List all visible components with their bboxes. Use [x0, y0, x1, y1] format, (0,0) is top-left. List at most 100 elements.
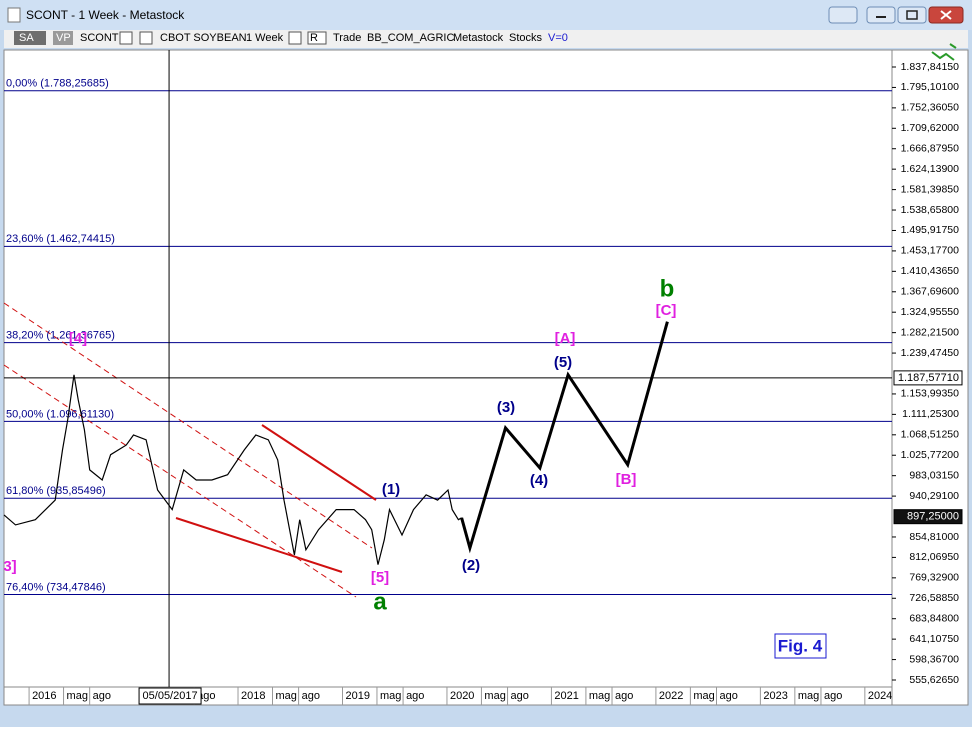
y-tick-label: 1.453,17700 — [901, 245, 960, 257]
y-tick-label: 726,58850 — [909, 592, 959, 604]
y-tick-label: 1.624,13900 — [901, 163, 960, 175]
fib-label: 38,20% (1.261,36765) — [6, 330, 115, 342]
x-tick-label: mag — [275, 690, 296, 702]
y-tick-label: 1.111,25300 — [902, 408, 959, 420]
dropdown[interactable] — [139, 31, 153, 45]
x-tick-label: ago — [615, 690, 633, 702]
fib-label: 61,80% (935,85496) — [6, 485, 106, 497]
toolbar-item: VP — [56, 32, 71, 44]
x-tick-label: 2021 — [554, 690, 578, 702]
sa-button[interactable] — [14, 31, 46, 45]
x-tick-label: 2016 — [32, 690, 56, 702]
x-tick-label: 2019 — [345, 690, 369, 702]
y-tick-label: 1.581,39850 — [901, 183, 960, 195]
window-title: SCONT - 1 Week - Metastock — [26, 8, 185, 22]
y-tick-label: 1.752,36050 — [901, 102, 960, 114]
x-tick-label: ago — [406, 690, 424, 702]
y-tick-label: 1.282,21500 — [901, 326, 960, 338]
dropdown[interactable] — [119, 31, 133, 45]
wave-projection — [460, 321, 669, 554]
y-tick-label: 1.495,91750 — [901, 224, 960, 236]
y-tick-label: 940,29100 — [909, 490, 959, 502]
wave-label: [A] — [555, 330, 576, 347]
x-tick-label: mag — [67, 690, 88, 702]
chart-icon — [931, 43, 957, 61]
x-tick-label: 2024 — [868, 690, 892, 702]
cursor-date: 05/05/2017 — [143, 690, 198, 702]
fib-label: 23,60% (1.462,74415) — [6, 233, 115, 245]
y-tick-label: 983,03150 — [909, 469, 959, 481]
x-tick-label: mag — [693, 690, 714, 702]
wave-label: (3) — [497, 399, 515, 416]
title-bar — [0, 0, 972, 30]
wave-label: 3] — [3, 558, 16, 575]
wave-label: (2) — [462, 557, 480, 574]
x-tick-label: mag — [589, 690, 610, 702]
y-tick-label: 1.837,84150 — [901, 61, 960, 73]
y-tick-label: 1.153,99350 — [901, 388, 960, 400]
y-tick-label: 555,62650 — [909, 674, 959, 686]
toolbar-item: Metastock — [453, 32, 504, 44]
cursor-date-box — [138, 687, 202, 705]
x-tick-label: mag — [380, 690, 401, 702]
plot-area — [3, 49, 893, 688]
wave-label: [5] — [371, 569, 389, 586]
wave-label: [B] — [616, 471, 637, 488]
maximize-button[interactable] — [897, 6, 927, 24]
restore-button[interactable] — [828, 6, 858, 24]
trendline — [261, 424, 377, 501]
x-tick-label: ago — [302, 690, 320, 702]
toolbar-item: SA — [19, 32, 34, 44]
y-tick-label: 1.324,95550 — [901, 306, 960, 318]
minimize-button[interactable] — [866, 6, 896, 24]
annotation: Fig. 4 — [778, 636, 823, 655]
y-tick-label: 683,84800 — [909, 612, 959, 624]
y-tick-label: 641,10750 — [909, 633, 959, 645]
toolbar-item: V=0 — [548, 32, 568, 44]
y-tick-label: 1.709,62000 — [901, 122, 960, 134]
wave-label: b — [660, 275, 675, 302]
price-marker — [893, 370, 963, 386]
x-tick-label: 2023 — [763, 690, 787, 702]
x-tick-label: mag — [484, 690, 505, 702]
y-tick-label: 1.367,69600 — [901, 286, 960, 298]
fib-label: 0,00% (1.788,25685) — [6, 78, 109, 90]
y-tick-label: 769,32900 — [909, 572, 959, 584]
toolbar-item: Trade — [333, 32, 361, 44]
x-tick-label: ago — [824, 690, 842, 702]
y-tick-label: 1.410,43650 — [901, 265, 960, 277]
close-glyph — [940, 10, 952, 20]
x-tick-label: ago — [93, 690, 111, 702]
wave-label: (1) — [382, 481, 400, 498]
toolbar — [4, 30, 968, 48]
r-dropdown[interactable] — [307, 31, 327, 45]
price-marker-label: 897,25000 — [907, 511, 959, 523]
y-tick-label: 598,36700 — [909, 653, 959, 665]
y-tick-label: 854,81000 — [909, 531, 959, 543]
toolbar-item: Stocks — [509, 32, 543, 44]
x-tick-label: 2022 — [659, 690, 683, 702]
toolbar-item: 1 Week — [246, 32, 284, 44]
toolbar-item: BB_COM_AGRIC — [367, 32, 454, 44]
wave-label: [4] — [69, 330, 87, 347]
y-tick-label: 1.239,47450 — [901, 347, 960, 359]
x-tick-label: 2020 — [450, 690, 474, 702]
wave-label: (5) — [554, 354, 572, 371]
fib-label: 50,00% (1.096,61130) — [6, 408, 114, 420]
y-tick-label: 812,06950 — [909, 551, 959, 563]
dropdown[interactable] — [288, 31, 302, 45]
trendline — [175, 517, 343, 573]
y-tick-label: 1.666,87950 — [901, 143, 960, 155]
y-tick-label: 1.538,65800 — [901, 204, 960, 216]
fib-label: 76,40% (734,47846) — [6, 581, 106, 593]
y-tick-label: 1.025,77200 — [901, 449, 960, 461]
y-tick-label: 1.068,51250 — [901, 429, 960, 441]
wave-label: a — [373, 588, 387, 615]
x-tick-label: 2018 — [241, 690, 265, 702]
toolbar-item: R — [310, 32, 318, 44]
x-tick-label: mag — [798, 690, 819, 702]
app-icon — [7, 7, 21, 23]
vp-button[interactable] — [53, 31, 73, 45]
